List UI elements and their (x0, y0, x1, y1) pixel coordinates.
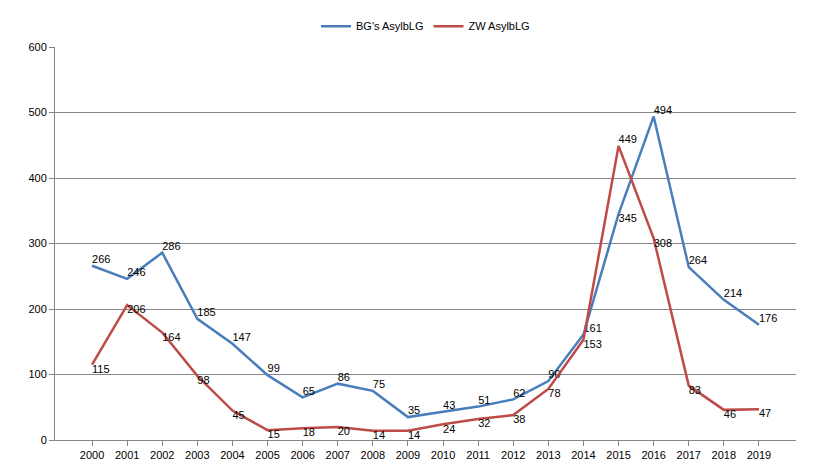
svg-text:2018: 2018 (712, 449, 736, 461)
svg-text:2006: 2006 (290, 449, 314, 461)
svg-text:300: 300 (28, 237, 46, 249)
svg-text:345: 345 (619, 212, 637, 224)
svg-text:38: 38 (513, 413, 525, 425)
svg-text:ZW AsylbLG: ZW AsylbLG (469, 20, 530, 32)
svg-text:2015: 2015 (606, 449, 630, 461)
svg-text:264: 264 (689, 254, 707, 266)
svg-text:75: 75 (373, 378, 385, 390)
svg-text:65: 65 (303, 385, 315, 397)
svg-text:2008: 2008 (361, 449, 385, 461)
svg-text:14: 14 (373, 429, 385, 441)
svg-text:400: 400 (28, 172, 46, 184)
svg-text:214: 214 (724, 287, 742, 299)
svg-text:185: 185 (197, 306, 215, 318)
svg-text:2014: 2014 (571, 449, 595, 461)
svg-text:2010: 2010 (431, 449, 455, 461)
svg-text:2019: 2019 (747, 449, 771, 461)
svg-text:115: 115 (92, 363, 110, 375)
svg-text:15: 15 (268, 428, 280, 440)
svg-text:0: 0 (41, 434, 47, 446)
svg-text:147: 147 (232, 331, 250, 343)
svg-text:286: 286 (162, 240, 180, 252)
svg-text:83: 83 (689, 384, 701, 396)
svg-text:100: 100 (28, 368, 46, 380)
svg-text:2011: 2011 (466, 449, 490, 461)
svg-text:2007: 2007 (326, 449, 350, 461)
svg-text:161: 161 (583, 322, 601, 334)
svg-text:47: 47 (759, 407, 771, 419)
svg-text:62: 62 (513, 387, 525, 399)
svg-text:494: 494 (654, 104, 672, 116)
svg-text:90: 90 (548, 368, 560, 380)
svg-text:2001: 2001 (115, 449, 139, 461)
svg-text:308: 308 (654, 237, 672, 249)
svg-text:86: 86 (338, 371, 350, 383)
svg-text:500: 500 (28, 106, 46, 118)
svg-text:51: 51 (478, 394, 490, 406)
svg-text:206: 206 (127, 303, 145, 315)
svg-text:246: 246 (127, 266, 145, 278)
svg-text:2009: 2009 (396, 449, 420, 461)
svg-text:2000: 2000 (80, 449, 104, 461)
svg-text:78: 78 (548, 387, 560, 399)
svg-text:164: 164 (162, 331, 180, 343)
svg-text:46: 46 (724, 408, 736, 420)
svg-text:32: 32 (478, 417, 490, 429)
svg-text:2013: 2013 (536, 449, 560, 461)
svg-text:45: 45 (232, 409, 244, 421)
svg-text:2016: 2016 (641, 449, 665, 461)
svg-text:2005: 2005 (255, 449, 279, 461)
svg-text:43: 43 (443, 399, 455, 411)
svg-text:24: 24 (443, 423, 455, 435)
svg-text:18: 18 (303, 426, 315, 438)
svg-text:14: 14 (408, 429, 420, 441)
svg-text:153: 153 (583, 338, 601, 350)
svg-text:98: 98 (197, 374, 209, 386)
svg-text:266: 266 (92, 253, 110, 265)
svg-text:BG's AsylbLG: BG's AsylbLG (356, 20, 424, 32)
svg-text:200: 200 (28, 303, 46, 315)
svg-text:2017: 2017 (677, 449, 701, 461)
svg-text:449: 449 (619, 133, 637, 145)
svg-text:2012: 2012 (501, 449, 525, 461)
svg-text:176: 176 (759, 312, 777, 324)
svg-text:2002: 2002 (150, 449, 174, 461)
svg-text:20: 20 (338, 425, 350, 437)
svg-text:2004: 2004 (220, 449, 244, 461)
svg-text:99: 99 (268, 362, 280, 374)
svg-text:600: 600 (28, 41, 46, 53)
svg-text:35: 35 (408, 404, 420, 416)
svg-text:2003: 2003 (185, 449, 209, 461)
